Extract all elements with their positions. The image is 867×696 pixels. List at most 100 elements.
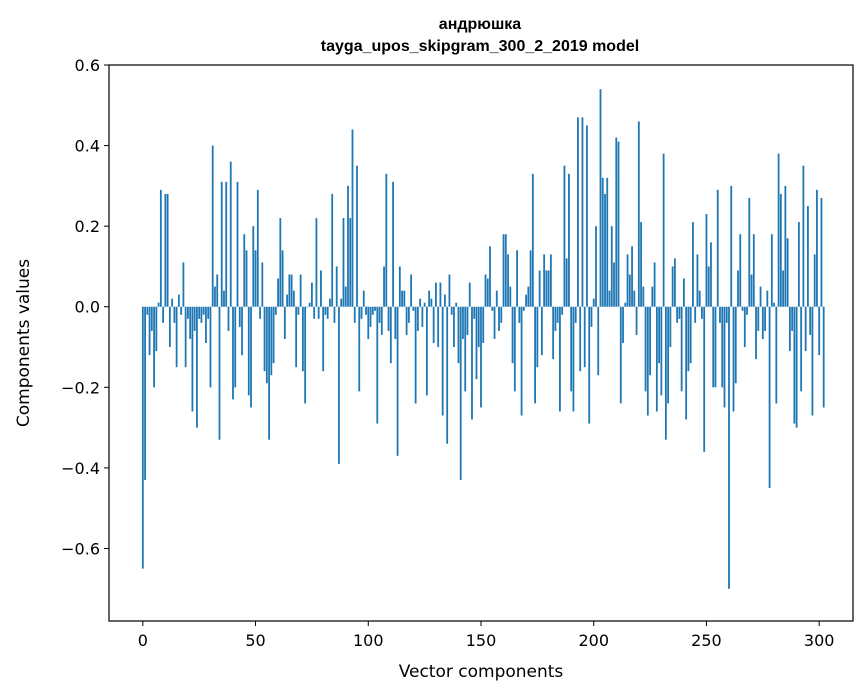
bar (182, 262, 185, 307)
bar (642, 286, 645, 307)
bar (272, 306, 275, 364)
bar (401, 290, 403, 307)
x-tick-label: 250 (691, 631, 722, 650)
bar (712, 306, 715, 388)
bar (737, 270, 739, 307)
bar (313, 306, 316, 319)
bar (218, 306, 221, 440)
bar (721, 306, 724, 388)
bar (482, 306, 485, 343)
bar (583, 306, 586, 368)
bar (707, 266, 710, 307)
bar (171, 298, 174, 307)
bar (200, 306, 203, 323)
bar (750, 274, 753, 307)
bar (358, 306, 361, 392)
bar (579, 306, 582, 372)
bar (177, 294, 180, 307)
bar (565, 258, 568, 307)
bar (522, 306, 525, 311)
bar (214, 286, 216, 307)
x-tick-label: 100 (353, 631, 384, 650)
bar (588, 306, 591, 424)
bar (748, 197, 751, 307)
bar (362, 290, 365, 307)
bar (329, 298, 331, 307)
bar (698, 290, 701, 307)
bar (459, 306, 462, 480)
bar (770, 234, 773, 307)
bar (236, 181, 239, 307)
bar (389, 306, 392, 364)
bar (308, 302, 311, 307)
bar (680, 306, 683, 392)
y-tick-label: −0.6 (61, 539, 100, 558)
bar (752, 234, 755, 307)
bar (800, 306, 803, 392)
bar (793, 306, 796, 424)
bar (187, 306, 189, 319)
bar (807, 206, 809, 307)
bar (164, 193, 167, 307)
bar (701, 306, 703, 319)
bar (719, 306, 721, 323)
bar (692, 222, 694, 307)
bar (430, 298, 433, 307)
bar (728, 306, 730, 589)
bar (369, 306, 372, 327)
bar (734, 306, 737, 384)
bar (658, 306, 661, 364)
bar (141, 306, 144, 569)
bar (723, 306, 726, 408)
bar (232, 306, 234, 400)
bar (649, 306, 651, 376)
bar (489, 246, 491, 307)
y-tick-label: 0.0 (75, 298, 100, 317)
bar (813, 254, 816, 307)
bar (394, 306, 397, 339)
bar (180, 306, 183, 315)
bar (250, 306, 252, 408)
bar (144, 306, 146, 480)
bar (277, 278, 279, 307)
bar (516, 250, 518, 307)
bar (225, 181, 228, 307)
bar (556, 306, 559, 323)
bar (425, 306, 428, 396)
bar (229, 161, 232, 307)
bar (437, 306, 440, 348)
bar (802, 165, 805, 307)
bar (288, 274, 291, 307)
bar (376, 306, 379, 424)
bar (786, 238, 789, 307)
bar (664, 306, 667, 440)
bar (601, 177, 604, 307)
bar (779, 193, 782, 307)
bar (518, 306, 521, 323)
bar (626, 254, 629, 307)
bar (324, 306, 327, 315)
bar (676, 306, 679, 323)
bar (486, 278, 489, 307)
bar (716, 189, 719, 307)
bar (462, 306, 464, 339)
bar (146, 306, 149, 315)
bar (493, 306, 496, 339)
bar (671, 266, 674, 307)
bar (755, 306, 757, 360)
bar (725, 306, 728, 323)
bar (531, 173, 534, 307)
bar (685, 306, 688, 420)
bar (502, 234, 505, 307)
bar (256, 189, 259, 307)
bar (159, 189, 162, 307)
bar (157, 302, 160, 307)
bar (816, 189, 818, 307)
bar (259, 306, 261, 319)
bar (678, 306, 681, 319)
bar (782, 270, 785, 307)
bar (669, 306, 672, 348)
x-tick-label: 0 (138, 631, 148, 650)
